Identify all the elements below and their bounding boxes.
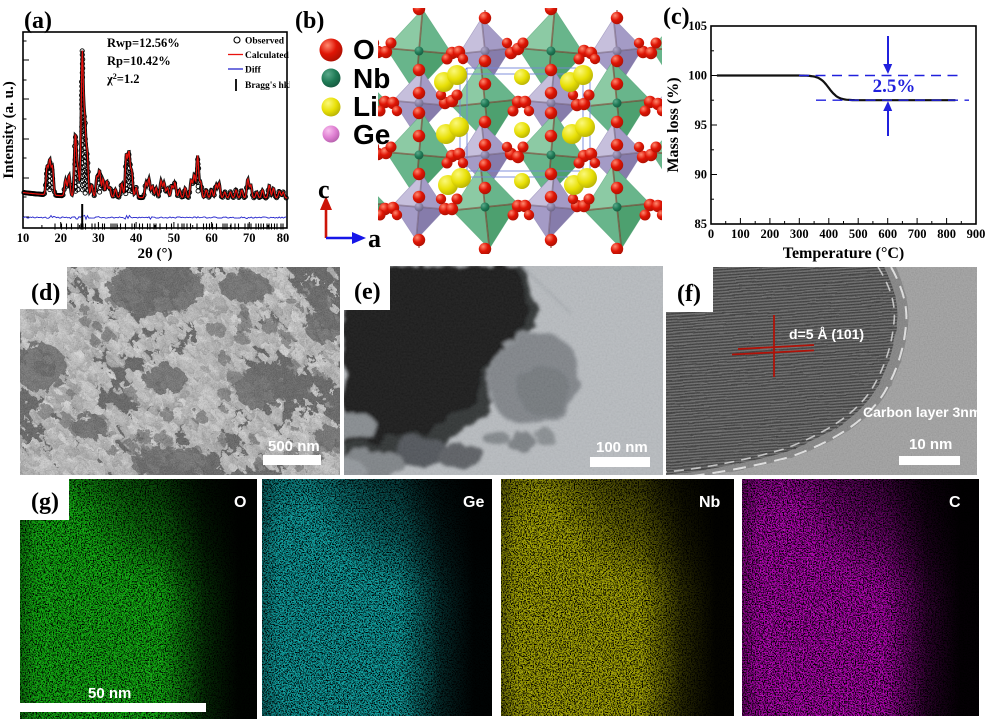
svg-text:100: 100 <box>731 227 750 241</box>
svg-text:10 nm: 10 nm <box>909 436 952 453</box>
svg-text:a: a <box>368 224 381 253</box>
svg-text:c: c <box>318 175 330 204</box>
svg-text:(g): (g) <box>31 489 59 515</box>
svg-text:Carbon layer 3nm: Carbon layer 3nm <box>863 404 977 420</box>
svg-text:(a): (a) <box>24 8 52 34</box>
svg-text:100: 100 <box>688 69 707 83</box>
svg-text:95: 95 <box>695 118 708 132</box>
svg-text:700: 700 <box>908 227 927 241</box>
svg-text:(b): (b) <box>295 8 324 34</box>
svg-text:χ2=1.2: χ2=1.2 <box>106 72 140 86</box>
svg-text:2θ (°): 2θ (°) <box>137 246 172 262</box>
svg-text:80: 80 <box>277 231 290 245</box>
svg-text:500 nm: 500 nm <box>268 438 320 455</box>
svg-text:800: 800 <box>937 227 956 241</box>
svg-text:30: 30 <box>92 231 105 245</box>
svg-text:0: 0 <box>708 227 714 241</box>
svg-text:105: 105 <box>688 19 707 33</box>
svg-text:900: 900 <box>967 227 986 241</box>
svg-text:Nb: Nb <box>353 63 390 94</box>
svg-text:70: 70 <box>243 231 256 245</box>
svg-text:Ge: Ge <box>353 119 390 150</box>
svg-text:(d): (d) <box>31 280 60 306</box>
svg-text:Observed: Observed <box>245 37 285 47</box>
svg-text:Li: Li <box>353 91 378 122</box>
svg-text:Rwp=12.56%: Rwp=12.56% <box>107 36 180 50</box>
svg-text:60: 60 <box>205 231 218 245</box>
svg-text:(f): (f) <box>677 281 701 307</box>
svg-text:C: C <box>949 494 961 511</box>
svg-text:Rp=10.42%: Rp=10.42% <box>107 54 171 68</box>
svg-text:300: 300 <box>790 227 809 241</box>
svg-text:Nb: Nb <box>699 494 721 511</box>
svg-text:50: 50 <box>168 231 181 245</box>
svg-text:Ge: Ge <box>463 494 484 511</box>
svg-text:500: 500 <box>849 227 868 241</box>
svg-text:20: 20 <box>54 231 67 245</box>
svg-text:(e): (e) <box>354 279 381 305</box>
svg-text:200: 200 <box>761 227 780 241</box>
svg-text:O: O <box>353 34 375 65</box>
svg-text:Intensity (a. u.): Intensity (a. u.) <box>1 81 17 179</box>
svg-text:Diff: Diff <box>245 66 262 76</box>
svg-text:Temperature (°C): Temperature (°C) <box>783 245 904 262</box>
svg-text:400: 400 <box>819 227 838 241</box>
svg-text:Mass loss (%): Mass loss (%) <box>665 77 682 172</box>
svg-text:10: 10 <box>17 231 30 245</box>
svg-text:2.5%: 2.5% <box>873 76 916 97</box>
svg-text:d=5 Å (101): d=5 Å (101) <box>789 326 864 342</box>
svg-text:90: 90 <box>695 168 708 182</box>
svg-text:600: 600 <box>878 227 897 241</box>
svg-text:O: O <box>234 494 246 511</box>
svg-text:Bragg's hkl: Bragg's hkl <box>245 81 290 91</box>
svg-text:85: 85 <box>695 217 708 231</box>
svg-text:40: 40 <box>130 231 143 245</box>
svg-text:Calculated: Calculated <box>245 51 290 61</box>
svg-text:50 nm: 50 nm <box>88 685 131 702</box>
svg-text:100 nm: 100 nm <box>596 439 648 456</box>
svg-text:(c): (c) <box>663 4 690 30</box>
